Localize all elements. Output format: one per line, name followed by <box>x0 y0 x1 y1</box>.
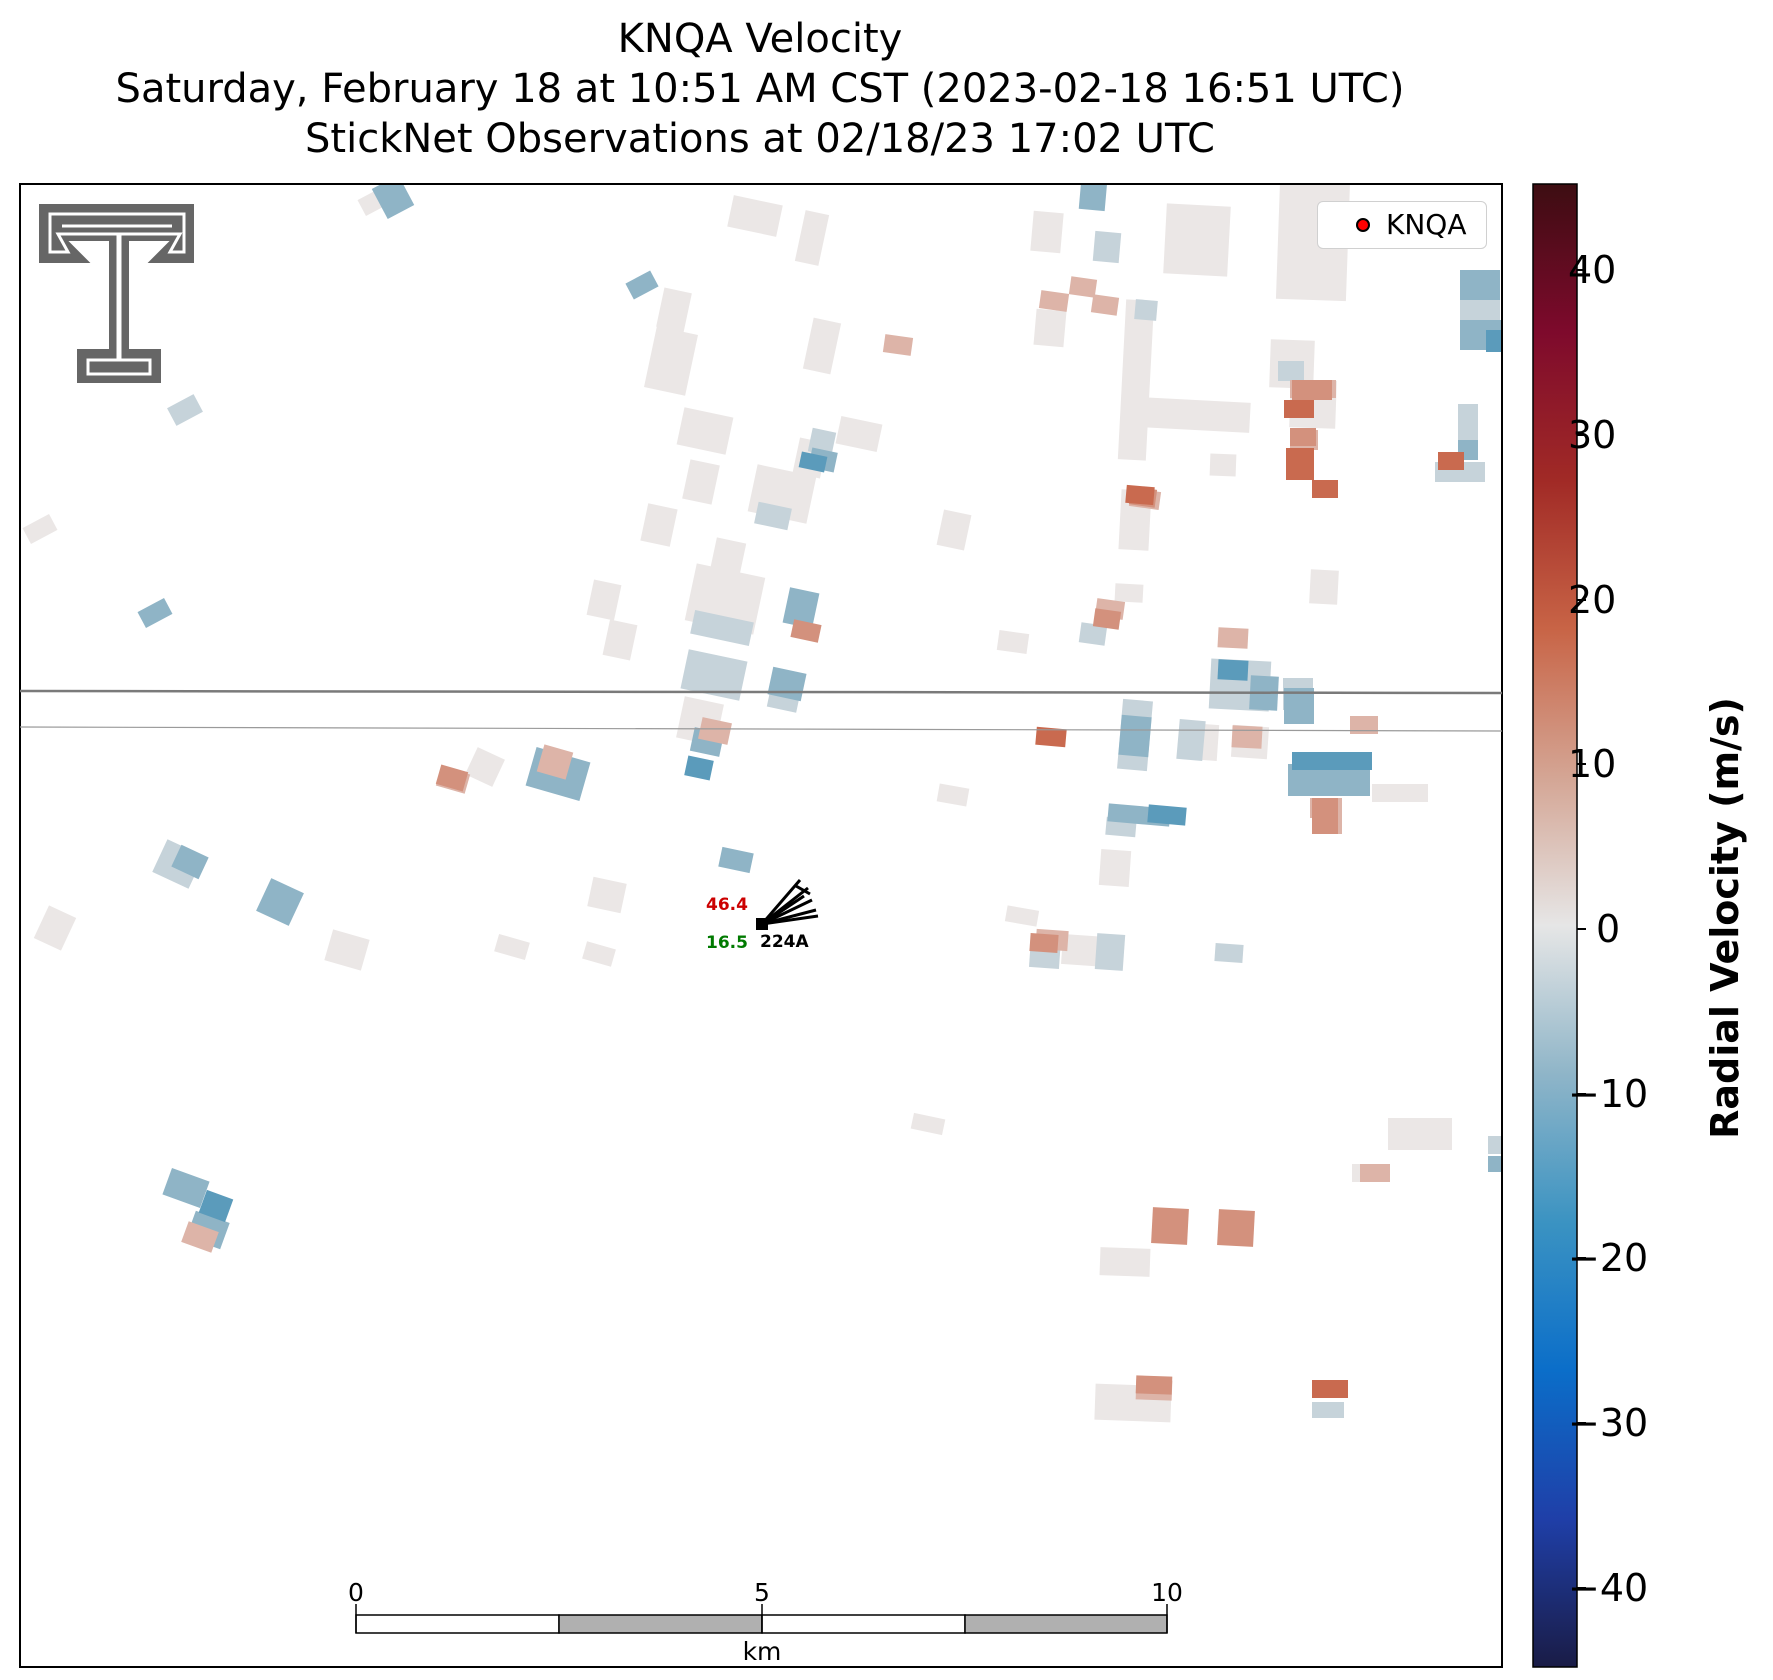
scale-label-10: 10 <box>1151 1578 1183 1607</box>
title-observations: StickNet Observations at 02/18/23 17:02 … <box>305 116 1215 162</box>
legend-label: KNQA <box>1386 208 1467 241</box>
colorbar-tick-label: 20 <box>1568 578 1617 622</box>
colorbar-ticks <box>1577 269 1586 1589</box>
colorbar-tick-label: 0 <box>1596 907 1621 951</box>
map-frame <box>19 183 1503 1668</box>
station-wind-barb <box>756 879 819 930</box>
colorbar-tick-label: 40 <box>1568 248 1617 292</box>
station-id: 224A <box>760 932 809 952</box>
radar-cells <box>22 184 1502 1423</box>
scale-bar <box>355 1604 1168 1634</box>
scale-label-0: 0 <box>348 1578 364 1607</box>
scale-label-5: 5 <box>754 1578 770 1607</box>
colorbar <box>1532 183 1586 1668</box>
texas-tech-logo <box>39 204 194 383</box>
title-radar: KNQA Velocity <box>617 16 903 62</box>
colorbar-tick-label: 10 <box>1568 742 1617 786</box>
colorbar-tick-label: −10 <box>1568 1072 1649 1116</box>
radar-site-marker-icon <box>1356 218 1370 232</box>
boundary-line-major <box>19 689 1503 695</box>
colorbar-label: Radial Velocity (m/s) <box>1703 697 1747 1139</box>
map-legend: KNQA <box>1317 201 1487 249</box>
title-datetime: Saturday, February 18 at 10:51 AM CST (2… <box>115 66 1405 112</box>
boundary-line-minor <box>19 726 1503 732</box>
chart-title: KNQA Velocity Saturday, February 18 at 1… <box>0 14 1520 164</box>
colorbar-tick-label: −30 <box>1568 1401 1649 1445</box>
colorbar-tick-label: −20 <box>1568 1236 1649 1280</box>
station-temperature: 46.4 <box>706 895 748 915</box>
colorbar-tick-label: −40 <box>1568 1566 1649 1610</box>
station-dewpoint: 16.5 <box>706 933 748 953</box>
scale-unit: km <box>742 1637 782 1666</box>
colorbar-tick-label: 30 <box>1568 413 1617 457</box>
